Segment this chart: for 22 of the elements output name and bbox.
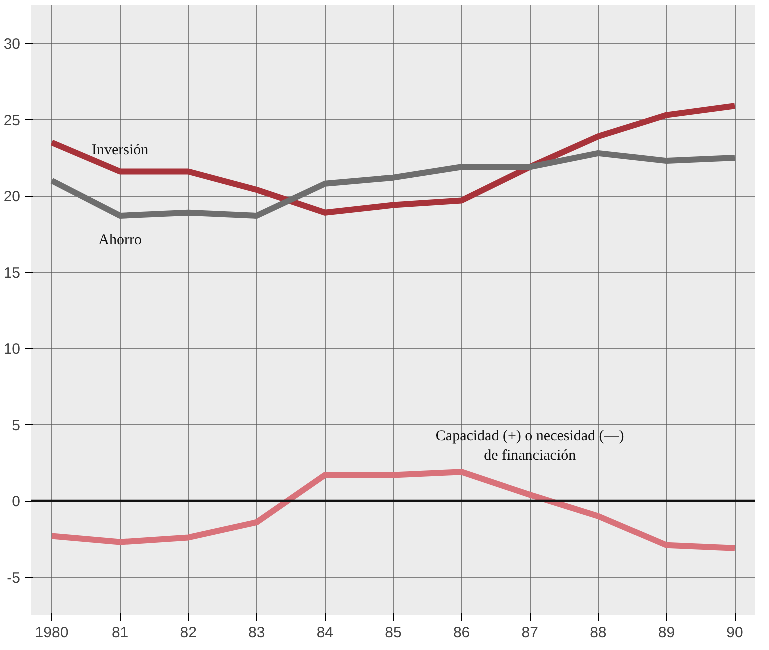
x-tick-label: 86 bbox=[453, 624, 470, 642]
x-tick-label: 88 bbox=[590, 624, 607, 642]
y-tick-label: 20 bbox=[4, 188, 21, 206]
x-tick-label: 84 bbox=[316, 624, 334, 642]
y-tick-label: 25 bbox=[4, 112, 21, 130]
x-tick-label: 81 bbox=[112, 624, 129, 642]
y-tick-label: 5 bbox=[12, 417, 20, 434]
x-tick-label: 90 bbox=[726, 624, 744, 642]
y-tick-label: 0 bbox=[12, 494, 20, 511]
x-tick-label: 83 bbox=[248, 624, 266, 642]
x-tick-label: 85 bbox=[385, 624, 402, 642]
x-tick-label: 89 bbox=[658, 624, 676, 642]
x-tick-label: 87 bbox=[522, 624, 538, 642]
series-label: Inversión bbox=[92, 142, 150, 158]
series-label: Capacidad (+) o necesidad (—) de financiación bbox=[436, 428, 624, 464]
y-tick-label: 30 bbox=[4, 36, 21, 54]
x-tick-label: 82 bbox=[180, 624, 197, 642]
y-tick-label: -5 bbox=[7, 570, 21, 587]
y-tick-label: 10 bbox=[4, 341, 21, 358]
x-tick-label: 1980 bbox=[35, 624, 69, 642]
y-tick-label: 15 bbox=[4, 264, 21, 282]
series-label: Ahorro bbox=[98, 232, 142, 248]
